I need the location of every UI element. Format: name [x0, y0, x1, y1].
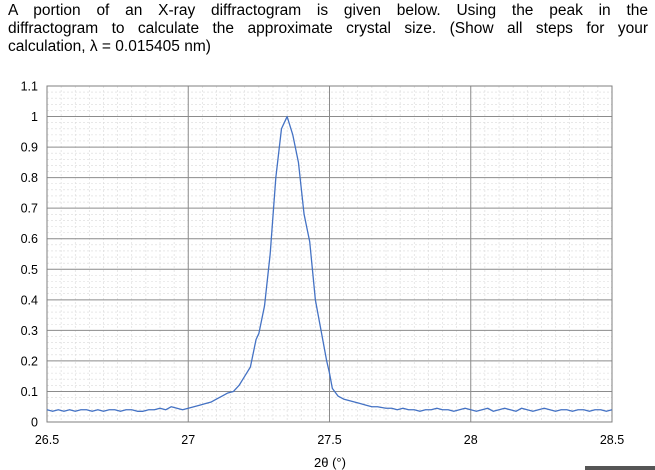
y-tick-label: 0.8	[21, 171, 38, 185]
y-tick-label: 0.1	[21, 385, 38, 399]
x-axis-ticks: 26.5 27 27.5 28 28.5	[35, 433, 624, 447]
x-axis-label: 2θ (°)	[314, 455, 346, 470]
y-tick-label: 0.6	[21, 232, 38, 246]
y-tick-label: 0.5	[21, 263, 38, 277]
y-tick-label: 0.3	[21, 324, 38, 338]
y-tick-label: 0.9	[21, 141, 38, 155]
x-tick-label: 26.5	[35, 433, 59, 447]
x-tick-label: 27.5	[317, 433, 341, 447]
x-tick-label: 27	[181, 433, 195, 447]
x-tick-label: 28.5	[600, 433, 624, 447]
bottom-edge-bar	[585, 466, 655, 470]
y-tick-label: 1.1	[21, 80, 38, 94]
y-tick-label: 0.7	[21, 202, 38, 216]
y-tick-label: 0	[31, 416, 38, 430]
y-tick-label: 0.2	[21, 354, 38, 368]
x-tick-label: 28	[464, 433, 478, 447]
y-tick-label: 1	[31, 110, 38, 124]
y-tick-label: 0.4	[21, 293, 38, 307]
y-axis-ticks: 0 0.1 0.2 0.3 0.4 0.5 0.6 0.7 0.8 0.9 1 1.1	[21, 80, 38, 430]
